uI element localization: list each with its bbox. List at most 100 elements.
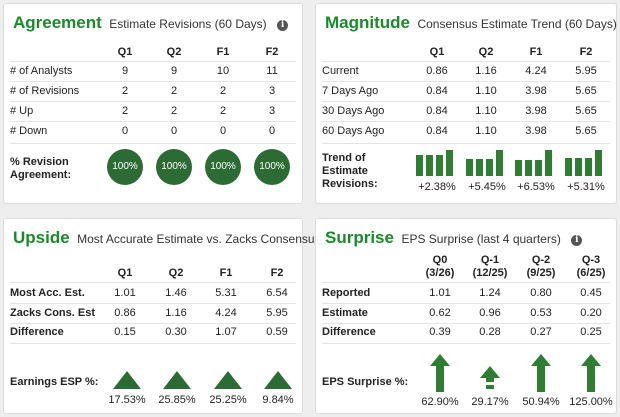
row-divider <box>322 343 610 344</box>
table-cell: 3.98 <box>525 105 547 117</box>
table-cell: 1.10 <box>475 105 497 117</box>
table-cell: 1.16 <box>165 307 187 319</box>
row-divider <box>322 81 610 82</box>
trend-bar <box>525 160 532 176</box>
table-cell: 9 <box>170 65 178 77</box>
info-icon[interactable]: i <box>571 235 583 246</box>
surprise-up-arrow-icon <box>480 366 500 392</box>
revision-agreement-badge: 100% <box>156 149 192 185</box>
row-label: # Down <box>10 125 48 137</box>
earnings-esp-label: Earnings ESP %: <box>10 376 99 388</box>
trend-bar <box>515 160 522 176</box>
row-divider <box>322 323 610 324</box>
surprise-title-bar: Surprise EPS Surprise (last 4 quarters) … <box>325 228 583 248</box>
table-cell: 1.46 <box>165 287 187 299</box>
revision-label-line: % Revision <box>10 156 69 168</box>
column-header: Q2 <box>478 46 494 58</box>
table-cell: 0.25 <box>580 326 602 338</box>
row-divider <box>10 323 296 324</box>
surprise-up-arrow-icon <box>581 354 601 392</box>
info-icon[interactable]: i <box>277 20 289 31</box>
table-cell: 1.10 <box>475 85 497 97</box>
column-header: F2 <box>579 46 593 58</box>
revision-agreement-badge: 100% <box>254 149 290 185</box>
table-cell: 0.86 <box>426 65 448 77</box>
column-header: F1 <box>529 46 543 58</box>
esp-up-triangle-icon <box>264 371 292 389</box>
trend-bar <box>565 158 572 176</box>
table-cell: 0.20 <box>580 307 602 319</box>
surprise-panel: Surprise EPS Surprise (last 4 quarters) … <box>315 218 617 414</box>
table-cell: 0.84 <box>426 85 448 97</box>
upside-panel: Upside Most Accurate Estimate vs. Zacks … <box>3 218 343 414</box>
table-cell: 1.24 <box>479 287 501 299</box>
table-cell: 3.98 <box>525 85 547 97</box>
table-cell: 4.24 <box>215 307 237 319</box>
row-divider <box>322 143 610 144</box>
column-header: Q-1 <box>480 254 500 266</box>
eps-surprise-percent: 50.94% <box>522 396 560 408</box>
row-label: Estimate <box>322 307 368 319</box>
column-header-date: (12/25) <box>472 267 508 279</box>
table-cell: 1.01 <box>429 287 451 299</box>
row-label: # of Revisions <box>10 85 80 97</box>
column-header-date: (6/25) <box>576 267 606 279</box>
row-divider <box>10 121 296 122</box>
column-header: F1 <box>216 46 230 58</box>
esp-percent: 9.84% <box>262 394 294 406</box>
eps-surprise-percent: 29.17% <box>471 396 509 408</box>
row-divider <box>322 121 610 122</box>
revision-agreement-label: % Revision Agreement: <box>10 156 71 182</box>
table-cell: 2 <box>170 85 178 97</box>
row-divider <box>322 61 610 62</box>
trend-bar <box>486 159 493 176</box>
revision-agreement-badge: 100% <box>107 149 143 185</box>
table-cell: 1.10 <box>475 125 497 137</box>
table-cell: 1.01 <box>114 287 136 299</box>
trend-bars <box>416 150 458 176</box>
trend-percent: +6.53% <box>517 181 555 193</box>
table-cell: 0.80 <box>530 287 552 299</box>
row-label: Difference <box>322 326 376 338</box>
row-label: 30 Days Ago <box>322 105 385 117</box>
trend-bars <box>466 150 508 176</box>
table-cell: 5.65 <box>575 125 597 137</box>
magnitude-title-bar: Magnitude Consensus Estimate Trend (60 D… <box>325 13 620 33</box>
table-cell: 0.84 <box>426 125 448 137</box>
table-cell: 0.59 <box>266 326 288 338</box>
table-cell: 9 <box>121 65 129 77</box>
trend-label-line: Trend of <box>322 152 366 164</box>
surprise-up-arrow-icon <box>531 354 551 392</box>
table-cell: 0 <box>170 125 178 137</box>
row-divider <box>322 282 610 283</box>
row-divider <box>10 343 296 344</box>
table-cell: 0 <box>219 125 227 137</box>
upside-title: Upside <box>13 228 70 247</box>
row-label: Reported <box>322 287 371 299</box>
table-cell: 5.31 <box>215 287 237 299</box>
agreement-panel: Agreement Estimate Revisions (60 Days) i… <box>3 3 303 204</box>
trend-bar <box>446 150 453 176</box>
trend-percent: +5.31% <box>567 181 605 193</box>
trend-bar <box>595 150 602 176</box>
table-cell: 0 <box>121 125 129 137</box>
table-cell: 3.98 <box>525 125 547 137</box>
revision-label-line: Agreement: <box>10 169 72 181</box>
magnitude-title: Magnitude <box>325 13 410 32</box>
surprise-up-arrow-icon <box>430 354 450 392</box>
table-cell: 0.53 <box>530 307 552 319</box>
table-cell: 0.86 <box>114 307 136 319</box>
trend-percent: +2.38% <box>418 181 456 193</box>
table-cell: 0.28 <box>479 326 501 338</box>
trend-bars <box>565 150 607 176</box>
revision-agreement-badge: 100% <box>205 149 241 185</box>
table-cell: 2 <box>170 105 178 117</box>
agreement-subtitle: Estimate Revisions (60 Days) <box>109 17 267 31</box>
trend-bar <box>496 150 503 176</box>
table-cell: 1.07 <box>215 326 237 338</box>
esp-up-triangle-icon <box>113 371 141 389</box>
row-divider <box>10 101 296 102</box>
row-divider <box>10 81 296 82</box>
table-cell: 0.27 <box>530 326 552 338</box>
column-header: Q1 <box>117 46 133 58</box>
